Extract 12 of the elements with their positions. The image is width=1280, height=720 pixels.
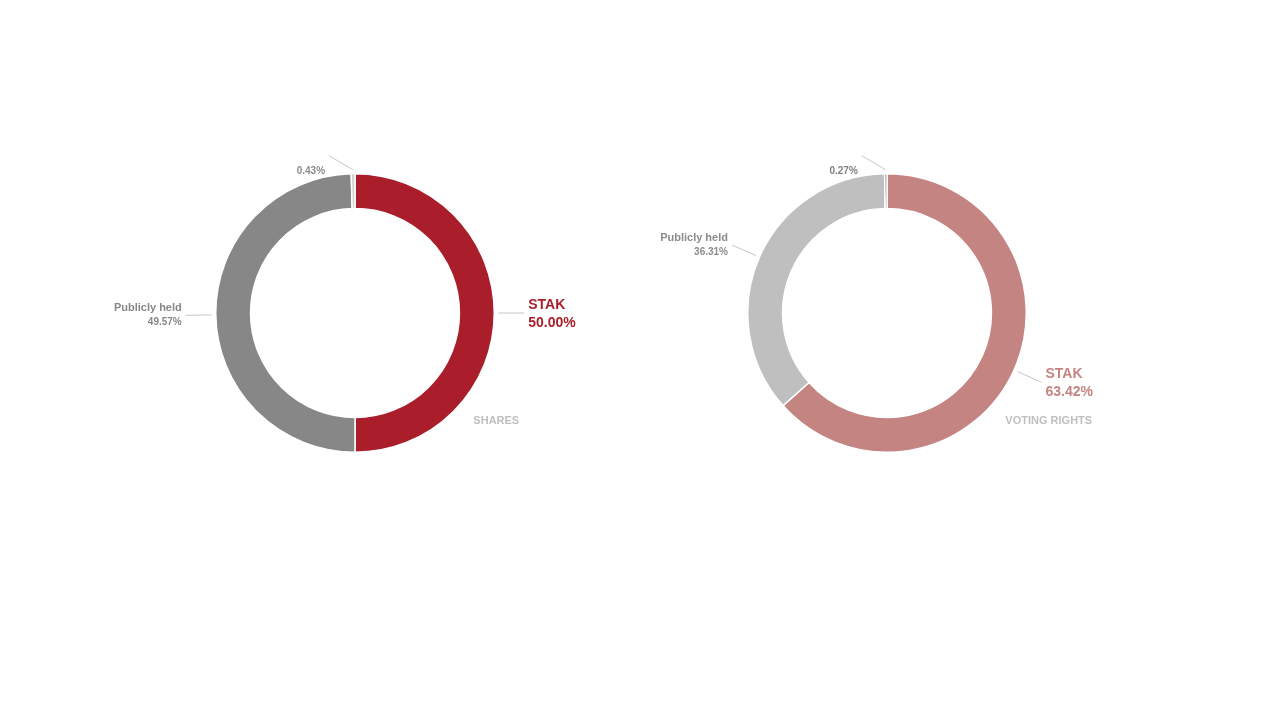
data-label: 63.42% bbox=[1045, 383, 1094, 400]
data-label: 36.31% bbox=[694, 246, 729, 258]
slice-label: Publicly held bbox=[660, 231, 728, 244]
text: SHARES bbox=[473, 414, 520, 427]
data-label: 0.27% bbox=[829, 164, 858, 176]
data-label: 0.43% bbox=[296, 164, 326, 176]
slice-label: Publicly held bbox=[113, 301, 182, 314]
data-label: 50.00% bbox=[528, 314, 577, 330]
slice-label: STAK bbox=[528, 296, 566, 312]
data-label: 49.57% bbox=[147, 316, 182, 328]
text: VOTING RIGHTS bbox=[1005, 414, 1093, 427]
slice-label: STAK bbox=[1045, 365, 1083, 382]
